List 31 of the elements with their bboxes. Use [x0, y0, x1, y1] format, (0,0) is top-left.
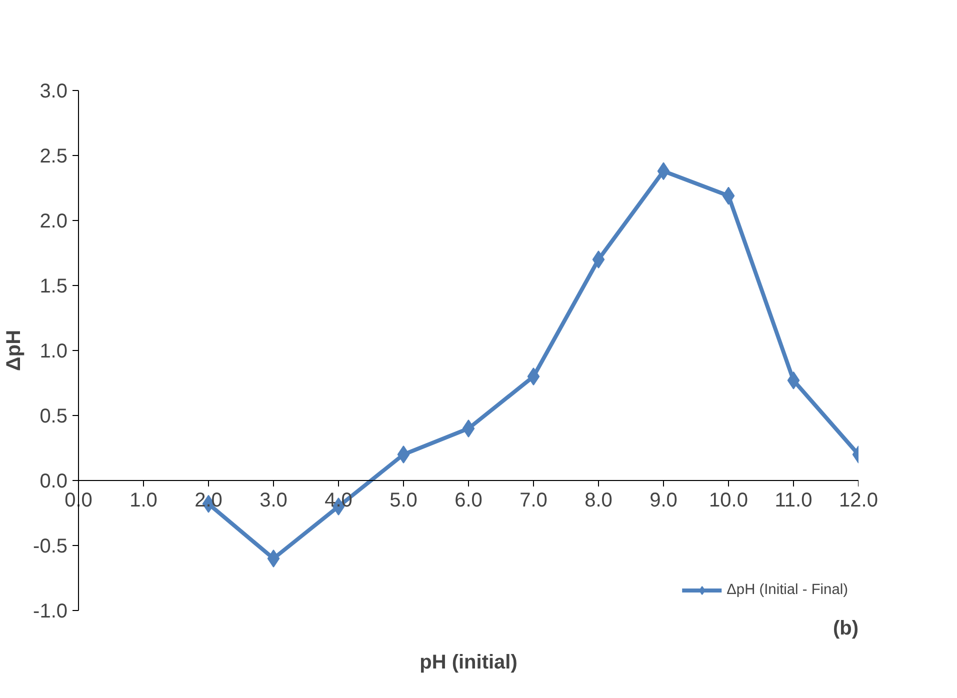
x-tick-label: 1.0 [130, 490, 158, 512]
text: (b) [832, 618, 859, 640]
x-tick-label: 12.0 [839, 490, 878, 512]
y-tick-label: 0.5 [40, 406, 68, 428]
y-tick-label: 2.5 [40, 146, 68, 168]
y-tick-label: 2.0 [40, 210, 68, 232]
x-tick-label: 7.0 [520, 490, 548, 512]
point [527, 368, 540, 386]
y-tick-label: 0.0 [40, 470, 68, 492]
point [397, 446, 410, 464]
y-tick-label: 1.0 [40, 340, 68, 362]
y-axis-title: ΔpH [3, 330, 26, 372]
x-tick-label: 10.0 [709, 490, 748, 512]
x-tick-label: 5.0 [390, 490, 418, 512]
y-tick-label: 1.5 [40, 276, 68, 298]
x-tick-label: 8.0 [584, 490, 612, 512]
x-tick-label: 9.0 [650, 490, 678, 512]
legend-label: ΔpH (Initial - Final) [726, 582, 848, 598]
point [267, 550, 280, 568]
point [787, 371, 800, 390]
point [592, 250, 605, 268]
point [722, 186, 735, 205]
x-tick-label: 11.0 [774, 490, 812, 512]
y-tick-label: -0.5 [33, 536, 68, 558]
y-tick-label: 3.0 [40, 80, 68, 102]
point [657, 162, 670, 180]
x-tick-label: 6.0 [454, 490, 482, 512]
point [462, 420, 475, 438]
x-tick-label: 3.0 [260, 490, 288, 512]
x-axis-title: pH (initial) [420, 652, 518, 674]
y-tick-label: -1.0 [33, 600, 68, 622]
